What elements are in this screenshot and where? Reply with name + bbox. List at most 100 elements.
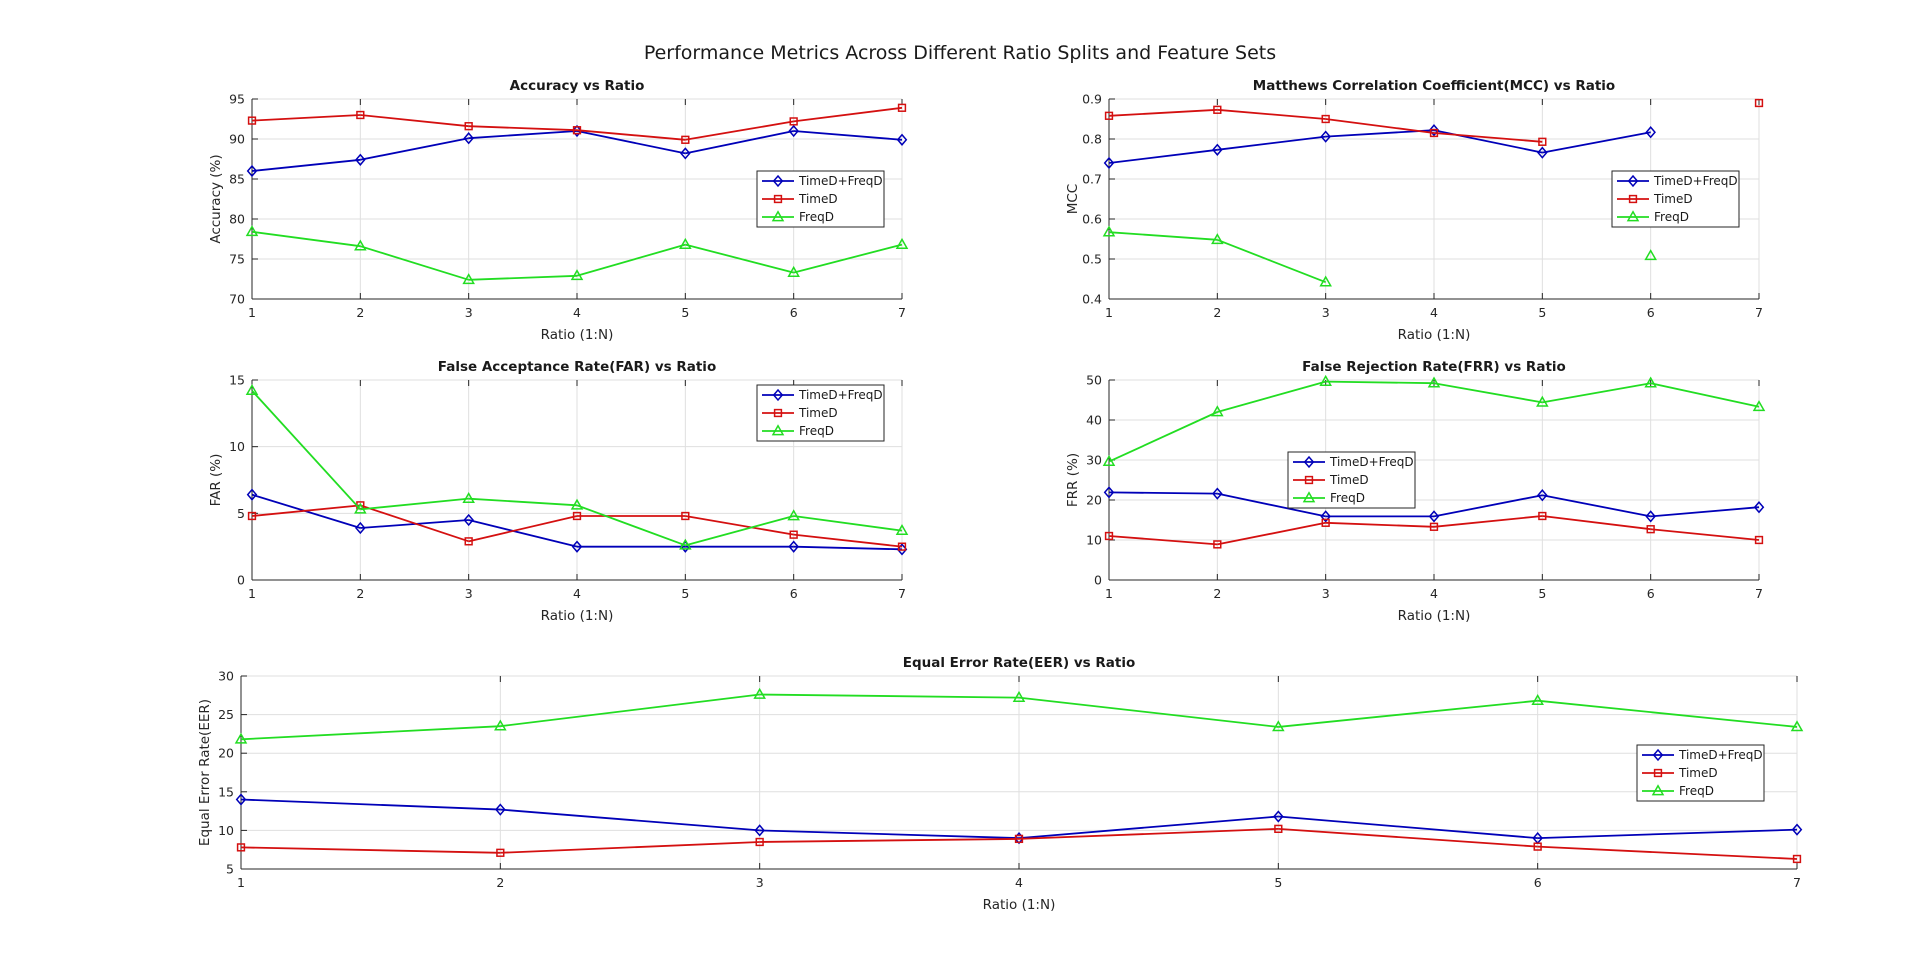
y-tick-label: 0.5 [1082,252,1102,267]
subplot-title: Matthews Correlation Coefficient(MCC) vs… [1253,78,1615,94]
x-tick-label: 7 [1793,875,1801,890]
data-point [570,498,584,510]
series-segment [1217,380,1326,413]
series-segment [576,243,686,277]
data-point [1428,124,1440,137]
data-point [1428,510,1440,523]
series-segment [1018,827,1279,840]
data-point [1272,720,1285,732]
x-tick-label: 2 [1213,305,1221,320]
data-point [1429,522,1439,531]
series-segment [500,693,760,728]
series-segment [360,504,469,543]
series-segment [1108,535,1218,546]
data-point [570,269,584,281]
data-point [355,521,366,535]
series-segment [468,125,578,132]
data-point [1213,540,1222,549]
y-tick-label: 90 [229,132,245,147]
x-tick-label: 3 [756,875,764,890]
series-segment [1325,118,1435,134]
x-tick-label: 6 [1647,305,1655,320]
y-tick-label: 0.9 [1082,92,1102,107]
data-point [245,383,259,396]
y-axis-label: FRR (%) [1065,453,1081,507]
series-segment [251,158,361,172]
series-segment [1537,845,1798,860]
y-tick-label: 0.4 [1082,292,1102,307]
data-point [755,837,764,847]
series-segment [1108,148,1218,164]
series-timed [1104,511,1764,549]
x-tick-label: 5 [1538,586,1546,601]
legend-label: TimeD+FreqD [798,388,883,402]
series-segment [251,390,361,510]
series-segment [1542,131,1651,154]
y-tick-label: 10 [218,823,234,838]
subplot-5: 1 2 3 4 5 6 7 5 10 15 20 25 30 Equal Error Rate(EER) … [197,655,1804,913]
legend-marker [773,408,783,418]
legend-marker [1653,768,1663,778]
y-axis-label: Equal Error Rate(EER) [197,699,213,846]
data-point [788,540,799,553]
legend-marker [1303,455,1315,469]
data-point [1103,156,1115,170]
x-tick-label: 4 [573,586,581,601]
data-point [788,124,799,138]
series-segment [793,515,903,532]
data-point [464,122,473,131]
series-segment [1325,380,1435,385]
data-point [356,110,365,120]
legend-label: FreqD [1654,210,1689,224]
y-tick-label: 0.8 [1082,132,1102,147]
series-segment [1108,108,1218,117]
data-point [1103,486,1115,499]
series-segment [1018,696,1279,728]
legend-marker [1628,194,1638,204]
data-point [1211,233,1224,245]
x-tick-label: 3 [465,305,473,320]
series-segment [793,243,903,274]
x-tick-label: 7 [898,586,906,601]
subplot-title: False Acceptance Rate(FAR) vs Ratio [438,359,716,375]
x-tick-label: 3 [465,586,473,601]
data-point [246,164,258,178]
x-tick-label: 2 [356,305,364,320]
figure-title: Performance Metrics Across Different Rat… [644,42,1276,64]
series-segment [685,130,794,155]
x-tick-label: 4 [573,305,581,320]
y-tick-label: 5 [226,862,234,877]
series-segment [1325,521,1435,528]
series-segment [1018,815,1279,840]
legend-label: FreqD [1330,491,1365,505]
series-freqd [1102,225,1657,287]
series-freqd [1102,374,1766,466]
legend-marker [1626,210,1640,222]
y-tick-label: 70 [229,292,245,307]
data-point [1538,511,1547,521]
data-point [680,147,691,160]
legend-label: TimeD [1653,192,1693,206]
data-point [463,513,474,527]
series-segment [1217,108,1326,120]
data-point [1320,510,1331,523]
series-segment [240,725,501,741]
legend-label: TimeD [798,192,838,206]
data-point [1320,130,1331,143]
series-timed [236,824,1802,864]
data-point [754,824,765,837]
data-point [1319,374,1332,386]
y-tick-label: 0.6 [1082,212,1102,227]
y-tick-label: 80 [229,212,245,227]
x-tick-label: 1 [1105,586,1113,601]
legend: TimeD+FreqD TimeD FreqD [1611,170,1740,228]
data-point [1321,114,1330,124]
series-segment [500,841,760,854]
data-point [572,511,582,521]
y-tick-label: 20 [218,746,234,761]
series-segment [251,230,361,248]
subplot-2: 1 2 3 4 5 6 7 0.4 0.5 0.6 0.7 0.8 0.9 Matthews Correl… [1065,78,1764,343]
series-freqd [245,225,909,285]
data-point [1102,225,1116,237]
legend-label: FreqD [799,210,834,224]
